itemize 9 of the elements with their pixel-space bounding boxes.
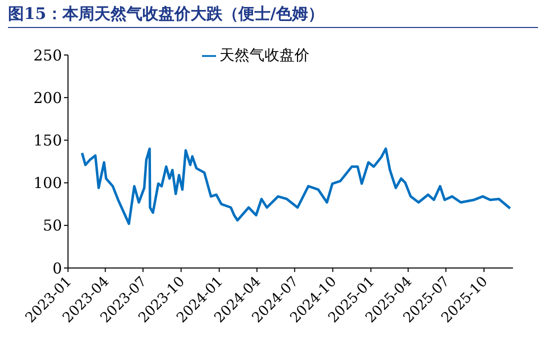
line-series bbox=[80, 147, 512, 225]
y-tick-label: 50 bbox=[42, 216, 62, 235]
y-tick-label: 150 bbox=[33, 132, 62, 150]
y-tick-label: 200 bbox=[33, 88, 62, 107]
y-tick-label: 250 bbox=[33, 46, 62, 64]
y-tick-label: 0 bbox=[52, 259, 62, 278]
y-tick-label: 100 bbox=[33, 174, 62, 192]
legend-label: 天然气收盘价 bbox=[220, 46, 310, 64]
chart-title: 图15：本周天然气收盘价大跌（便士/色姆） bbox=[8, 4, 538, 28]
